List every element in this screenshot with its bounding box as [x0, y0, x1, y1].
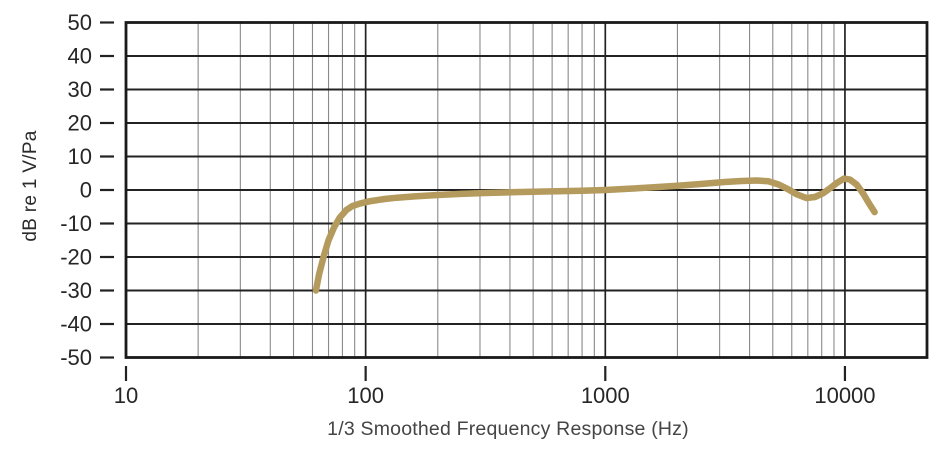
y-tick-label: -10 — [60, 211, 92, 236]
y-tick-label: 30 — [68, 77, 92, 102]
y-tick-label: 0 — [80, 178, 92, 203]
y-tick-label: -20 — [60, 245, 92, 270]
x-tick-label: 100 — [347, 383, 384, 408]
y-tick-label: 50 — [68, 10, 92, 35]
y-tick-label: -30 — [60, 278, 92, 303]
y-tick-label: -40 — [60, 312, 92, 337]
x-tick-label: 10000 — [814, 383, 875, 408]
y-tick-label: 20 — [68, 111, 92, 136]
y-tick-label: 10 — [68, 144, 92, 169]
x-axis-title: 1/3 Smoothed Frequency Response (Hz) — [327, 418, 689, 440]
y-tick-label: -50 — [60, 345, 92, 370]
plot-border — [124, 21, 929, 359]
response-curve — [312, 175, 878, 294]
x-tick-label: 10 — [114, 383, 138, 408]
y-tick-label: 40 — [68, 44, 92, 69]
x-tick-label: 1000 — [581, 383, 630, 408]
y-axis-title: dB re 1 V/Pa — [20, 130, 41, 242]
